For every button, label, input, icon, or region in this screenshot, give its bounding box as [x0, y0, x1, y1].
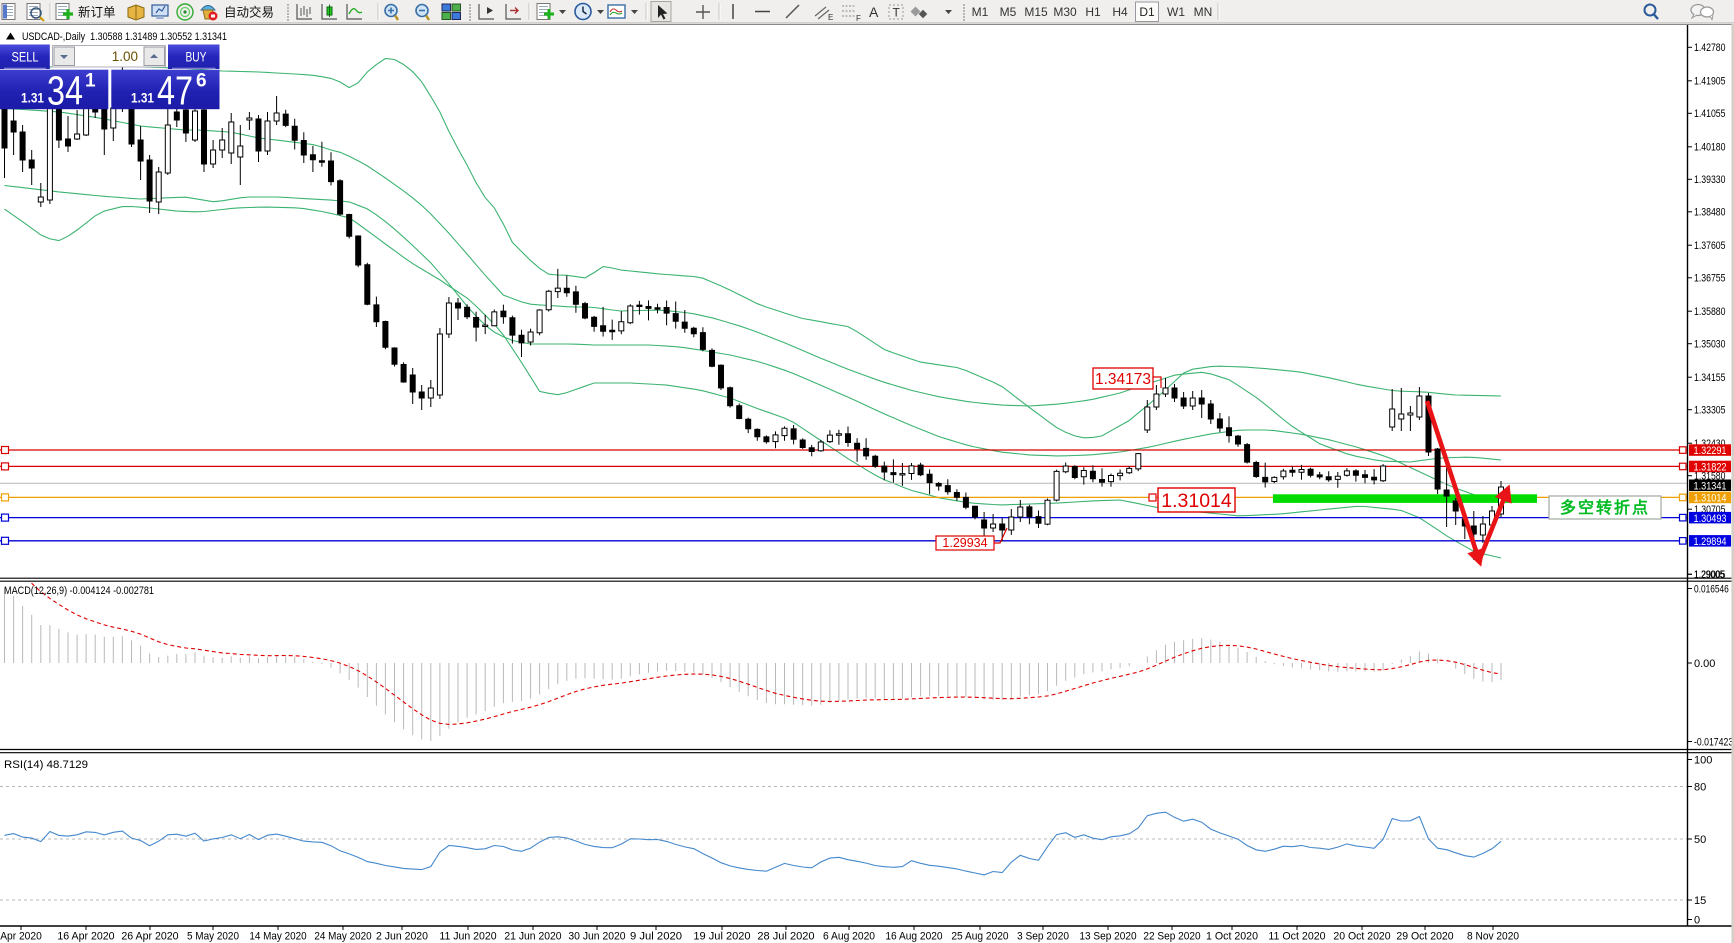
svg-text:USDCAD-,Daily 1.30588 1.31489: USDCAD-,Daily 1.30588 1.31489 1.30552 1.… [22, 31, 227, 43]
svg-text:8 Nov 2020: 8 Nov 2020 [1467, 931, 1519, 943]
svg-text:Apr 2020: Apr 2020 [0, 931, 42, 943]
svg-text:1.32291: 1.32291 [1694, 445, 1727, 457]
svg-text:1.29005: 1.29005 [1694, 569, 1726, 581]
svg-text:22 Sep 2020: 22 Sep 2020 [1143, 931, 1200, 943]
svg-text:M15: M15 [1024, 5, 1048, 19]
svg-text:11 Jun 2020: 11 Jun 2020 [439, 931, 496, 943]
svg-text:0.016546: 0.016546 [1694, 583, 1729, 595]
svg-text:0.00: 0.00 [1694, 658, 1715, 670]
svg-text:自动交易: 自动交易 [224, 5, 274, 20]
svg-text:1.37605: 1.37605 [1694, 240, 1726, 252]
svg-text:1.31: 1.31 [131, 91, 154, 106]
svg-text:2 Jun 2020: 2 Jun 2020 [376, 931, 428, 943]
svg-text:1.34155: 1.34155 [1694, 372, 1726, 384]
svg-text:80: 80 [1694, 781, 1706, 793]
svg-text:6: 6 [196, 71, 207, 92]
svg-text:9 Jul 2020: 9 Jul 2020 [630, 931, 682, 943]
svg-text:H1: H1 [1085, 5, 1101, 19]
svg-text:13 Sep 2020: 13 Sep 2020 [1079, 931, 1136, 943]
svg-text:1.30493: 1.30493 [1694, 513, 1727, 525]
svg-text:M5: M5 [1000, 5, 1017, 19]
svg-text:26 Apr 2020: 26 Apr 2020 [121, 931, 178, 943]
svg-text:1.00: 1.00 [112, 49, 138, 64]
svg-text:0: 0 [1694, 914, 1700, 926]
svg-text:1.29894: 1.29894 [1694, 536, 1727, 548]
svg-text:21 Jun 2020: 21 Jun 2020 [504, 931, 561, 943]
svg-text:SELL: SELL [12, 50, 39, 65]
svg-text:14 May 2020: 14 May 2020 [249, 931, 306, 943]
svg-text:24 May 2020: 24 May 2020 [314, 931, 371, 943]
svg-text:1 Oct 2020: 1 Oct 2020 [1206, 931, 1258, 943]
svg-text:新订单: 新订单 [78, 5, 116, 20]
svg-text:M1: M1 [972, 5, 989, 19]
svg-text:1.31014: 1.31014 [1161, 490, 1232, 512]
svg-text:29 Oct 2020: 29 Oct 2020 [1396, 931, 1453, 943]
svg-text:1.41055: 1.41055 [1694, 108, 1726, 120]
svg-text:19 Jul 2020: 19 Jul 2020 [693, 931, 750, 943]
svg-text:多空转折点: 多空转折点 [1560, 498, 1650, 517]
svg-text:1.31341: 1.31341 [1694, 480, 1727, 492]
svg-text:3 Sep 2020: 3 Sep 2020 [1017, 931, 1069, 943]
svg-text:1.36755: 1.36755 [1694, 273, 1726, 285]
svg-text:20 Oct 2020: 20 Oct 2020 [1333, 931, 1390, 943]
svg-text:1.33305: 1.33305 [1694, 405, 1726, 417]
svg-text:16 Apr 2020: 16 Apr 2020 [57, 931, 114, 943]
svg-text:15: 15 [1694, 895, 1706, 907]
svg-text:BUY: BUY [186, 50, 207, 65]
svg-text:1.31014: 1.31014 [1694, 493, 1727, 505]
svg-text:T: T [893, 6, 901, 20]
svg-text:1.31822: 1.31822 [1694, 462, 1727, 474]
svg-text:25 Aug 2020: 25 Aug 2020 [951, 931, 1008, 943]
svg-text:MN: MN [1194, 5, 1213, 19]
svg-text:50: 50 [1694, 834, 1706, 846]
svg-text:34: 34 [47, 68, 83, 114]
svg-text:1.38480: 1.38480 [1694, 207, 1726, 219]
svg-text:1.31: 1.31 [21, 91, 44, 106]
svg-text:1.29934: 1.29934 [942, 536, 987, 550]
svg-text:1.39330: 1.39330 [1694, 174, 1726, 186]
svg-text:30 Jun 2020: 30 Jun 2020 [568, 931, 625, 943]
svg-text:M30: M30 [1053, 5, 1077, 19]
svg-text:F: F [856, 14, 861, 23]
svg-text:6 Aug 2020: 6 Aug 2020 [823, 931, 875, 943]
svg-text:1.42780: 1.42780 [1694, 42, 1726, 54]
svg-text:W1: W1 [1167, 5, 1185, 19]
svg-text:47: 47 [157, 68, 193, 114]
svg-text:100: 100 [1694, 754, 1712, 766]
svg-text:-0.017423: -0.017423 [1694, 736, 1733, 748]
svg-text:1: 1 [85, 71, 96, 92]
svg-text:16 Aug 2020: 16 Aug 2020 [885, 931, 942, 943]
svg-text:A: A [869, 4, 879, 20]
svg-text:1.35030: 1.35030 [1694, 339, 1726, 351]
svg-text:5 May 2020: 5 May 2020 [187, 931, 239, 943]
svg-text:1.40180: 1.40180 [1694, 142, 1726, 154]
svg-text:D1: D1 [1139, 5, 1155, 19]
svg-text:1.34173: 1.34173 [1095, 371, 1151, 388]
svg-text:1.41905: 1.41905 [1694, 76, 1726, 88]
svg-text:28 Jul 2020: 28 Jul 2020 [757, 931, 814, 943]
svg-text:E: E [828, 13, 833, 22]
svg-text:11 Oct 2020: 11 Oct 2020 [1268, 931, 1325, 943]
svg-text:1.35880: 1.35880 [1694, 306, 1726, 318]
svg-text:MACD(12,26,9) -0.004124 -0.002: MACD(12,26,9) -0.004124 -0.002781 [4, 585, 154, 597]
svg-text:RSI(14) 48.7129: RSI(14) 48.7129 [4, 759, 88, 771]
svg-text:H4: H4 [1112, 5, 1128, 19]
